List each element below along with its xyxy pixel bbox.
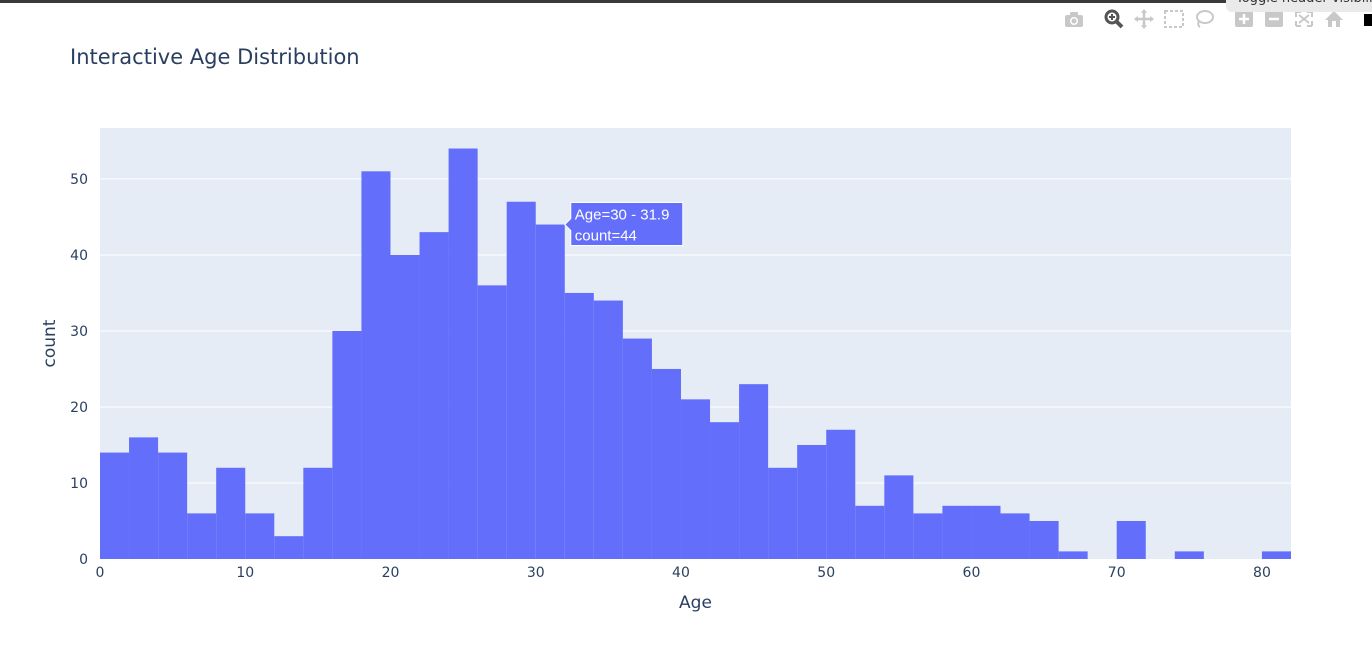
bar[interactable] — [971, 505, 1001, 559]
pan-icon[interactable] — [1133, 9, 1155, 29]
bar[interactable] — [622, 338, 652, 559]
x-tick-label: 50 — [817, 565, 835, 581]
bar[interactable] — [797, 444, 827, 559]
bar[interactable] — [768, 467, 798, 559]
hover-label-line1: Age=30 - 31.9 — [575, 207, 670, 224]
x-tick-label: 20 — [382, 565, 400, 581]
y-tick-labels: 0 10 20 30 40 50 — [70, 172, 88, 568]
y-tick-label: 50 — [70, 172, 88, 188]
ext-badge — [1364, 14, 1372, 26]
bar[interactable] — [274, 536, 304, 559]
bar[interactable] — [913, 513, 943, 559]
bar[interactable] — [710, 422, 740, 559]
bar[interactable] — [506, 201, 536, 559]
hover-label-line2: count=44 — [575, 228, 637, 245]
bar[interactable] — [884, 475, 914, 559]
bar[interactable] — [129, 437, 159, 559]
x-tick-label: 70 — [1108, 565, 1126, 581]
bar[interactable] — [100, 452, 130, 559]
y-axis-title: count — [40, 319, 60, 367]
bar[interactable] — [739, 384, 769, 559]
bar[interactable] — [303, 467, 333, 559]
bar[interactable] — [245, 513, 275, 559]
x-axis-title: Age — [679, 593, 712, 613]
bar[interactable] — [535, 224, 565, 560]
bar[interactable] — [564, 292, 594, 559]
y-tick-label: 40 — [70, 248, 88, 264]
bar[interactable] — [448, 148, 478, 559]
modebar — [1060, 6, 1372, 32]
bar[interactable] — [942, 505, 972, 559]
y-tick-label: 20 — [70, 400, 88, 416]
bar[interactable] — [1058, 551, 1088, 559]
x-tick-label: 10 — [236, 565, 254, 581]
bar[interactable] — [826, 429, 856, 559]
bar[interactable] — [1261, 551, 1291, 559]
x-tick-label: 80 — [1253, 565, 1271, 581]
hover-label: Age=30 - 31.9 count=44 — [564, 202, 684, 247]
y-tick-label: 0 — [79, 552, 88, 568]
window-top-border — [0, 0, 1372, 3]
x-tick-labels: 0 10 20 30 40 50 60 70 80 — [96, 565, 1271, 581]
bar[interactable] — [477, 285, 507, 559]
hover-label-box — [564, 202, 684, 247]
bar[interactable] — [187, 513, 217, 559]
bar[interactable] — [361, 171, 391, 559]
bar[interactable] — [332, 330, 362, 559]
zoom-in-icon[interactable] — [1233, 9, 1255, 29]
bar[interactable] — [419, 232, 449, 559]
box-select-icon[interactable] — [1163, 9, 1185, 29]
autoscale-icon[interactable] — [1293, 9, 1315, 29]
bar[interactable] — [1174, 551, 1204, 559]
home-icon[interactable] — [1323, 9, 1345, 29]
x-tick-label: 40 — [672, 565, 690, 581]
bar[interactable] — [1116, 520, 1146, 559]
chart-title: Interactive Age Distribution — [70, 45, 360, 69]
y-tick-label: 30 — [70, 324, 88, 340]
bar[interactable] — [651, 368, 681, 559]
zoom-icon[interactable] — [1103, 9, 1125, 29]
camera-icon[interactable] — [1063, 9, 1085, 29]
bar[interactable] — [1000, 513, 1030, 559]
y-tick-label: 10 — [70, 476, 88, 492]
bar[interactable] — [390, 254, 420, 560]
toggle-header-tooltip: Toggle header visibility — [1226, 0, 1372, 12]
bar[interactable] — [158, 452, 188, 559]
bar[interactable] — [680, 399, 711, 559]
bars — [100, 148, 1291, 560]
bar[interactable] — [216, 467, 246, 559]
x-tick-label: 0 — [96, 565, 105, 581]
zoom-out-icon[interactable] — [1263, 9, 1285, 29]
bar[interactable] — [593, 300, 623, 559]
bar[interactable] — [1029, 520, 1059, 559]
lasso-icon[interactable] — [1193, 9, 1215, 29]
x-tick-label: 30 — [527, 565, 545, 581]
x-tick-label: 60 — [963, 565, 981, 581]
bar[interactable] — [855, 505, 885, 559]
